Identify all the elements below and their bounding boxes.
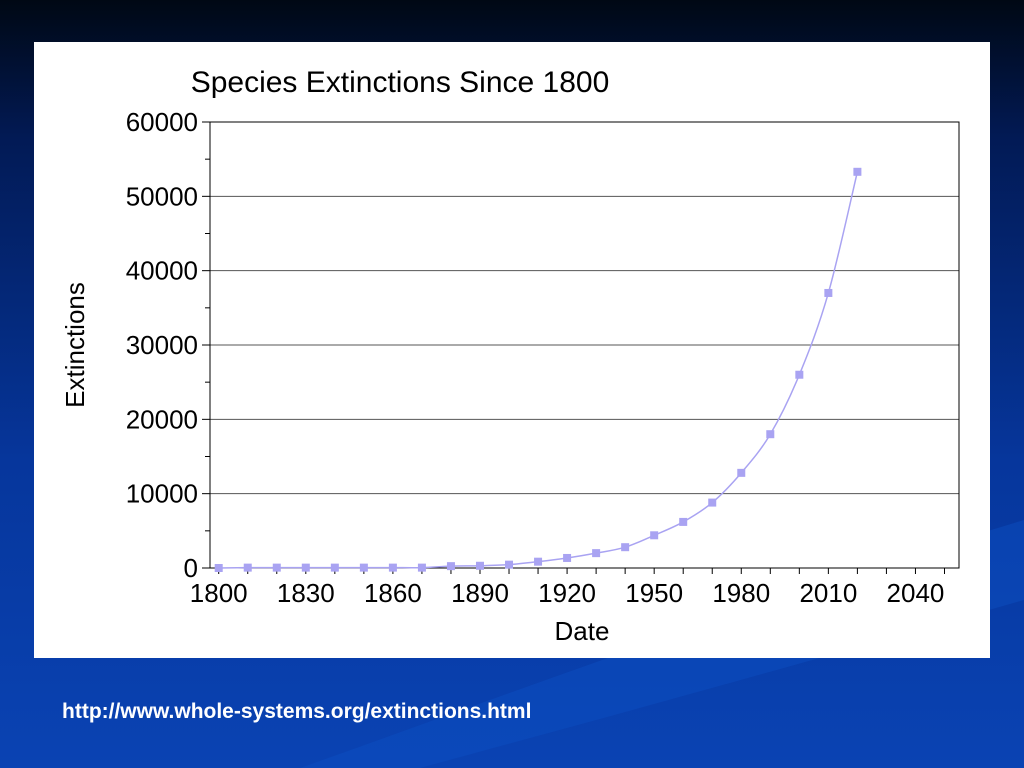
data-point (330, 563, 339, 572)
x-tick-label: 1890 (451, 578, 509, 608)
data-point (853, 167, 862, 176)
source-link[interactable]: http://www.whole-systems.org/extinctions… (62, 700, 532, 723)
y-tick-label: 20000 (126, 404, 198, 434)
y-tick-label: 50000 (126, 181, 198, 211)
x-axis-label: Date (555, 616, 610, 646)
data-point (592, 549, 601, 558)
chart-title: Species Extinctions Since 1800 (191, 66, 610, 99)
data-point (214, 564, 223, 572)
data-point (359, 563, 368, 572)
chart-panel: Species Extinctions Since 1800 0 10000 200… (34, 42, 990, 658)
data-point (795, 370, 804, 379)
data-point (824, 288, 833, 297)
data-point (505, 560, 514, 569)
data-point (621, 543, 630, 552)
series-extinctions (214, 167, 862, 572)
extinctions-chart: Species Extinctions Since 1800 0 10000 200… (60, 66, 960, 646)
data-point (534, 557, 543, 566)
x-tick-label: 1800 (190, 578, 248, 608)
data-point (650, 531, 659, 540)
data-point (417, 563, 426, 572)
data-point (475, 561, 484, 570)
x-tick-label: 1950 (625, 578, 683, 608)
y-tick-label: 60000 (126, 107, 198, 137)
data-point (388, 563, 397, 572)
x-tick-label: 1860 (364, 578, 422, 608)
x-tick-label: 2040 (887, 578, 945, 608)
data-point (708, 498, 717, 507)
y-tick-label: 0 (184, 553, 198, 583)
x-tick-label: 1830 (277, 578, 335, 608)
data-point (272, 563, 281, 572)
x-tick-label: 2010 (799, 578, 857, 608)
y-tick-label: 30000 (126, 330, 198, 360)
y-tick-label: 10000 (126, 479, 198, 509)
data-point (737, 468, 746, 477)
x-tick-label: 1920 (538, 578, 596, 608)
x-tick-label: 1980 (712, 578, 770, 608)
data-point (301, 563, 310, 572)
data-point (679, 517, 688, 526)
series-line (218, 171, 859, 569)
axes: 0 10000 20000 30000 40000 50000 60000 1800 1830 1… (126, 107, 945, 608)
grid-lines (210, 195, 959, 495)
y-axis-label: Extinctions (60, 282, 90, 408)
data-point (446, 562, 455, 571)
data-point (563, 553, 572, 562)
data-point (243, 563, 252, 572)
data-point (766, 430, 775, 439)
y-tick-label: 40000 (126, 256, 198, 286)
